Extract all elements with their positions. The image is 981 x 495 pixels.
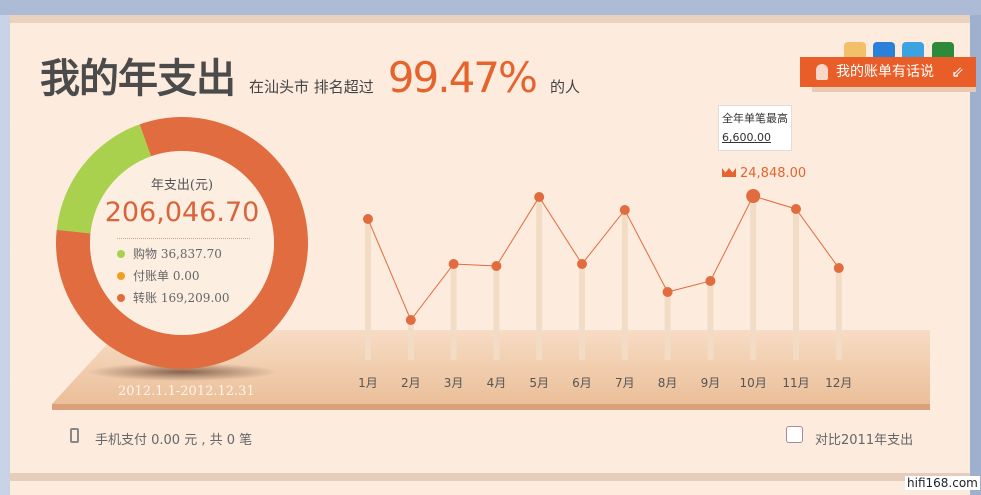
month-label: 1月 bbox=[358, 376, 378, 390]
donut-hole bbox=[90, 151, 274, 335]
donut-title: 年支出(元) bbox=[150, 178, 214, 193]
data-point-7月[interactable] bbox=[619, 204, 630, 215]
data-point-2月[interactable] bbox=[405, 315, 416, 326]
month-label: 7月 bbox=[614, 376, 635, 390]
month-bar-8月 bbox=[664, 292, 671, 360]
month-label: 6月 bbox=[572, 376, 592, 390]
donut-shadow bbox=[87, 363, 277, 381]
background-strip bbox=[0, 0, 981, 15]
compare-2011-label[interactable]: 对比2011年支出 bbox=[815, 433, 914, 448]
data-point-11月[interactable] bbox=[791, 203, 801, 214]
month-bar-4月 bbox=[493, 266, 500, 360]
month-label: 9月 bbox=[700, 376, 721, 390]
divider bbox=[10, 473, 970, 481]
banner-shadow bbox=[812, 87, 976, 92]
separator bbox=[117, 238, 250, 239]
month-bar-6月 bbox=[579, 264, 585, 360]
date-range: 2012.1.1-2012.12.31 bbox=[118, 384, 255, 399]
platform-edge bbox=[52, 404, 930, 410]
mobile-payment-text: 手机支付 0.00 元 , 共 0 笔 bbox=[95, 433, 253, 448]
share-bill-button[interactable]: 我的账单有话说 ⇙ bbox=[800, 57, 976, 87]
data-point-5月[interactable] bbox=[534, 191, 545, 202]
month-bar-3月 bbox=[450, 264, 457, 360]
data-point-9月[interactable] bbox=[705, 275, 716, 286]
month-bar-10月 bbox=[750, 196, 757, 360]
data-point-4月[interactable] bbox=[491, 261, 502, 272]
month-bar-5月 bbox=[536, 196, 543, 360]
month-bar-11月 bbox=[793, 208, 799, 360]
month-label: 12月 bbox=[825, 376, 853, 390]
month-label: 8月 bbox=[657, 376, 678, 390]
compare-2011-checkbox[interactable] bbox=[786, 426, 803, 443]
rank-percent: 99.47% bbox=[387, 53, 538, 102]
next-panel bbox=[10, 481, 970, 495]
data-point-8月[interactable] bbox=[662, 287, 673, 298]
month-bar-7月 bbox=[621, 209, 628, 360]
spending-line bbox=[367, 195, 840, 321]
month-label: 10月 bbox=[739, 376, 767, 390]
month-label: 11月 bbox=[782, 376, 810, 390]
legend-bills: 付账单 0.00 bbox=[117, 267, 200, 284]
page-title: 我的年支出 bbox=[40, 56, 236, 102]
donut-slice-0 bbox=[56, 124, 152, 234]
share-bill-label: 我的账单有话说 bbox=[836, 64, 934, 80]
data-point-10月[interactable] bbox=[746, 189, 761, 203]
month-bar-9月 bbox=[707, 280, 714, 360]
donut-chart bbox=[55, 117, 308, 370]
tooltip-value: 6,600.00 bbox=[722, 131, 771, 144]
month-label: 3月 bbox=[443, 376, 464, 390]
max-single-tooltip: 全年单笔最高 6,600.00 bbox=[718, 105, 792, 151]
mobile-phone-icon bbox=[70, 428, 79, 443]
donut-total: 206,046.70 bbox=[104, 197, 260, 228]
crown-icon bbox=[722, 168, 736, 177]
legend-shopping: 购物 36,837.70 bbox=[117, 245, 222, 262]
data-point-12月[interactable] bbox=[833, 262, 844, 273]
month-label: 4月 bbox=[486, 376, 507, 390]
data-point-3月[interactable] bbox=[448, 259, 459, 270]
user-icon bbox=[816, 64, 828, 80]
max-month-label: 24,848.00 bbox=[722, 166, 806, 181]
data-point-1月[interactable] bbox=[363, 214, 373, 225]
city-rank-text: 在汕头市 排名超过 bbox=[249, 78, 374, 96]
month-bar-1月 bbox=[365, 219, 371, 360]
arrow-down-left-icon: ⇙ bbox=[951, 63, 964, 81]
month-label: 5月 bbox=[529, 376, 549, 390]
rank-suffix: 的人 bbox=[549, 78, 580, 96]
legend-transfer: 转账 169,209.00 bbox=[117, 289, 230, 306]
watermark: hifi168.com bbox=[905, 476, 980, 490]
tooltip-title: 全年单笔最高 bbox=[722, 112, 788, 125]
month-label: 2月 bbox=[400, 376, 421, 390]
month-bar-2月 bbox=[407, 320, 414, 360]
data-point-6月[interactable] bbox=[577, 259, 587, 270]
header: 我的年支出 在汕头市 排名超过 99.47% 的人 bbox=[40, 46, 580, 104]
month-bar-12月 bbox=[835, 267, 842, 360]
